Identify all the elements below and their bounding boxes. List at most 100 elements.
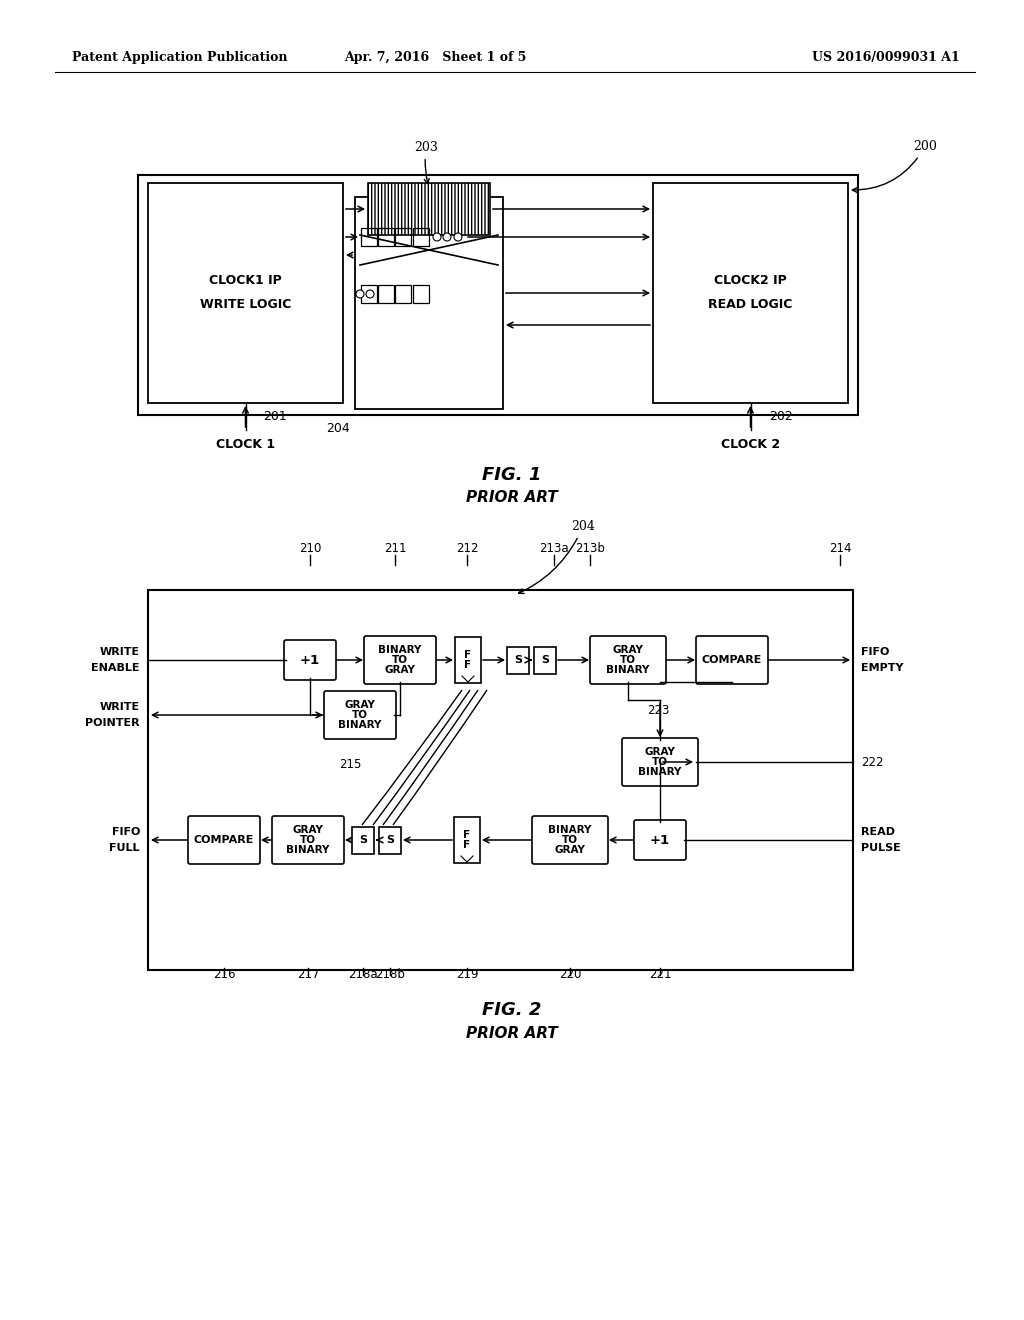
Text: 201: 201 — [263, 411, 288, 424]
Text: GRAY: GRAY — [644, 747, 676, 758]
Bar — [395, 285, 411, 304]
Text: 221: 221 — [649, 969, 672, 982]
Text: US 2016/0099031 A1: US 2016/0099031 A1 — [812, 51, 961, 65]
Text: BINARY: BINARY — [638, 767, 682, 776]
FancyBboxPatch shape — [532, 816, 608, 865]
Bar — [355, 197, 503, 409]
Text: PULSE: PULSE — [861, 843, 901, 853]
Text: 213a: 213a — [540, 541, 568, 554]
Bar — [378, 228, 394, 246]
FancyBboxPatch shape — [379, 826, 401, 854]
Bar — [361, 285, 377, 304]
Text: WRITE: WRITE — [100, 647, 140, 657]
Bar — [413, 228, 429, 246]
FancyBboxPatch shape — [634, 820, 686, 861]
Text: 204: 204 — [518, 520, 595, 594]
Text: WRITE LOGIC: WRITE LOGIC — [200, 298, 291, 312]
Text: FULL: FULL — [110, 843, 140, 853]
Circle shape — [433, 234, 441, 242]
Text: BINARY: BINARY — [338, 719, 382, 730]
Bar — [138, 176, 858, 414]
Text: PRIOR ART: PRIOR ART — [466, 491, 558, 506]
Text: COMPARE: COMPARE — [701, 655, 762, 665]
Text: TO: TO — [562, 836, 578, 845]
Text: 222: 222 — [861, 755, 884, 768]
Text: CLOCK 1: CLOCK 1 — [216, 438, 275, 451]
Circle shape — [366, 290, 374, 298]
Text: CLOCK1 IP: CLOCK1 IP — [209, 275, 282, 288]
Text: BINARY: BINARY — [548, 825, 592, 836]
Text: 217: 217 — [297, 969, 319, 982]
Text: GRAY: GRAY — [293, 825, 324, 836]
Text: S: S — [359, 836, 367, 845]
Text: 211: 211 — [384, 541, 407, 554]
Text: Apr. 7, 2016   Sheet 1 of 5: Apr. 7, 2016 Sheet 1 of 5 — [344, 51, 526, 65]
FancyBboxPatch shape — [590, 636, 666, 684]
Text: S: S — [386, 836, 394, 845]
Text: F: F — [464, 830, 471, 840]
Text: FIFO: FIFO — [861, 647, 890, 657]
FancyBboxPatch shape — [272, 816, 344, 865]
Bar — [653, 183, 848, 403]
Text: F: F — [465, 649, 472, 660]
FancyBboxPatch shape — [507, 647, 529, 673]
Text: 213b: 213b — [575, 541, 605, 554]
Text: 204: 204 — [327, 422, 350, 436]
Text: 218b: 218b — [375, 969, 404, 982]
Text: COMPARE: COMPARE — [194, 836, 254, 845]
Text: 216: 216 — [213, 969, 236, 982]
Text: GRAY: GRAY — [612, 645, 643, 655]
Bar — [148, 590, 853, 970]
Text: GRAY: GRAY — [344, 700, 376, 710]
FancyBboxPatch shape — [188, 816, 260, 865]
FancyBboxPatch shape — [454, 817, 480, 863]
Text: 212: 212 — [456, 541, 478, 554]
FancyBboxPatch shape — [696, 636, 768, 684]
Bar — [378, 285, 394, 304]
Text: TO: TO — [300, 836, 316, 845]
Text: 218a: 218a — [348, 969, 378, 982]
FancyBboxPatch shape — [622, 738, 698, 785]
Text: 203: 203 — [414, 141, 438, 183]
Text: CLOCK2 IP: CLOCK2 IP — [714, 275, 786, 288]
Text: GRAY: GRAY — [555, 845, 586, 855]
Text: PRIOR ART: PRIOR ART — [466, 1026, 558, 1040]
Text: 223: 223 — [647, 704, 670, 717]
Text: FIFO: FIFO — [112, 828, 140, 837]
Text: GRAY: GRAY — [385, 665, 416, 675]
Text: READ: READ — [861, 828, 895, 837]
Text: 214: 214 — [828, 541, 851, 554]
Text: TO: TO — [620, 655, 636, 665]
Text: S: S — [514, 655, 522, 665]
Text: F: F — [464, 840, 471, 850]
Bar — [361, 228, 377, 246]
Text: F: F — [465, 660, 472, 671]
Circle shape — [454, 234, 462, 242]
Text: BINARY: BINARY — [378, 645, 422, 655]
Bar — [413, 285, 429, 304]
Text: POINTER: POINTER — [85, 718, 140, 729]
Bar — [368, 183, 490, 235]
Text: 202: 202 — [769, 411, 793, 424]
Text: +1: +1 — [650, 833, 670, 846]
Text: CLOCK 2: CLOCK 2 — [721, 438, 780, 451]
FancyBboxPatch shape — [284, 640, 336, 680]
Bar — [148, 183, 343, 403]
Text: BINARY: BINARY — [287, 845, 330, 855]
FancyBboxPatch shape — [352, 826, 374, 854]
Text: WRITE: WRITE — [100, 702, 140, 711]
Text: ENABLE: ENABLE — [91, 663, 140, 673]
Bar — [395, 228, 411, 246]
FancyBboxPatch shape — [455, 638, 481, 682]
FancyBboxPatch shape — [364, 636, 436, 684]
FancyBboxPatch shape — [324, 690, 396, 739]
Text: READ LOGIC: READ LOGIC — [709, 298, 793, 312]
Text: FIG. 1: FIG. 1 — [482, 466, 542, 484]
Text: TO: TO — [392, 655, 408, 665]
Text: 200: 200 — [852, 140, 937, 193]
Text: 220: 220 — [559, 969, 582, 982]
Text: FIG. 2: FIG. 2 — [482, 1001, 542, 1019]
Text: S: S — [541, 655, 549, 665]
Text: 215: 215 — [339, 759, 361, 771]
Text: 210: 210 — [299, 541, 322, 554]
